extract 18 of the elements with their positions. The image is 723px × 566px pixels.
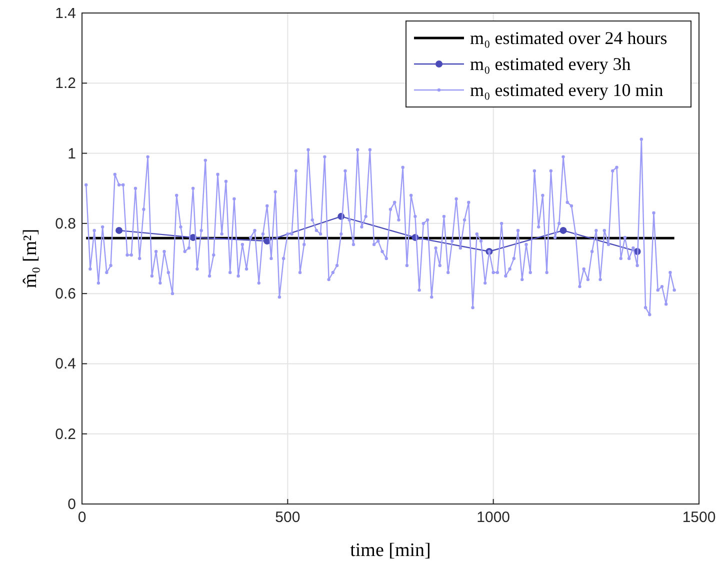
y-tick-label: 0.6 [55,286,76,303]
legend-label: m₀ estimated every 3h [470,54,631,74]
y-tick-label: 0 [68,496,76,513]
y-tick-label: 0.8 [55,215,76,232]
y-tick-label: 1.2 [55,75,76,92]
point [560,226,567,234]
y-axis-title: m̂₀ [m²] [20,228,41,288]
y-tick-label: 1.4 [55,5,76,22]
x-tick-label: 1000 [476,509,510,526]
y-tick-label: 0.4 [55,356,76,373]
legend-label: m₀ estimated every 10 min [470,80,664,100]
point [116,226,123,234]
y-tick-label: 0.2 [55,426,76,443]
x-tick-label: 500 [275,509,300,526]
legend-label: m₀ estimated over 24 hours [470,28,668,48]
x-tick-label: 1500 [682,509,716,526]
y-tick-label: 1 [68,145,76,162]
x-axis-title: time [min] [350,540,431,561]
